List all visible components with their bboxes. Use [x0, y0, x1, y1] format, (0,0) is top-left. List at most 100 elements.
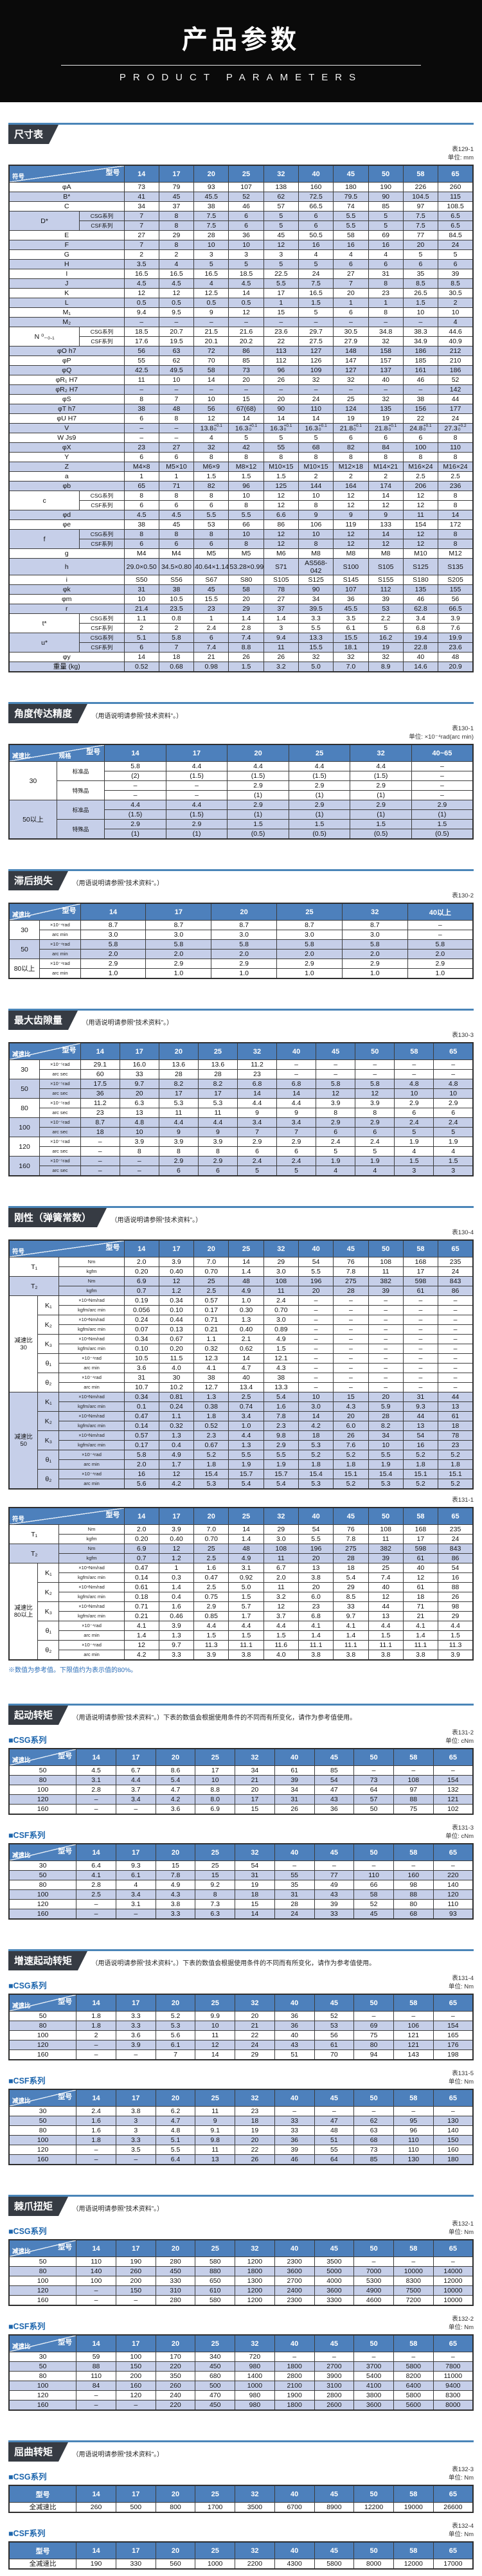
table-cell: M₂	[8, 317, 125, 327]
column-header: 25	[195, 2541, 236, 2559]
table-cell: (1)	[227, 809, 289, 820]
table-cell: 2.0	[123, 1459, 159, 1470]
column-header: 20	[193, 1239, 229, 1257]
table-cell: 14	[368, 491, 404, 501]
column-header: 25	[288, 744, 351, 762]
table-row: 120–3.4 4.2 8.0 17 31 43 57 88 121	[8, 1794, 474, 1805]
table-cell: 4.2	[158, 1479, 195, 1490]
table-cell: 4100	[353, 2381, 394, 2391]
table-cell: 10	[228, 529, 264, 539]
table-row: 全减速比 260 500 800 1700 3500 6700 8900 12200 19000 2…	[8, 2502, 474, 2513]
table-cell: 6.9	[123, 1544, 159, 1554]
table-cell: 5000	[314, 2266, 355, 2276]
table-row: 120–150 310 610 1200 2400 3600 4900 7500 10000	[8, 2285, 474, 2296]
table-cell: 1.8	[333, 1459, 369, 1470]
table-cell: 1.1	[158, 1411, 195, 1421]
column-header: 17	[115, 1843, 156, 1861]
table-cell: 12	[333, 500, 369, 510]
table-cell: 500	[115, 2502, 156, 2513]
table-cell: 4.4	[263, 1621, 299, 1631]
table-row: T₁ Nm 2.0 3.9 7.0 14 29 54 76 108 168 235	[8, 1524, 474, 1544]
table-cell: 0.34	[123, 1334, 159, 1344]
table-cell: 3.6	[155, 1804, 196, 1815]
table-cell: 15.4	[298, 1469, 334, 1479]
table-row: 100 1.8 3.3 5.1 9.8 20 36 51 68 110 150	[8, 2135, 474, 2145]
table-cell: 1700	[195, 2502, 236, 2513]
table-cell: 6	[333, 259, 369, 269]
table-cell: 5.3	[368, 1479, 404, 1490]
table-cell: –	[104, 780, 166, 791]
table-cell: 1	[158, 1563, 195, 1573]
table-cell: 10000	[433, 2285, 474, 2296]
table-cell: 4.4	[115, 1775, 156, 1785]
table-cell: 63	[158, 346, 195, 356]
csg-series-label: ■CSG系列	[8, 1736, 47, 1745]
table-cell: –	[433, 1860, 474, 1871]
table-cell: 90	[298, 584, 334, 595]
table-cell: 174	[368, 481, 404, 491]
table-cell: –	[433, 2106, 474, 2116]
table-cell: 74	[333, 201, 369, 212]
table-cell: 5	[193, 259, 229, 269]
table-cell: Nm	[58, 1524, 125, 1535]
table-row: K₂ ×10⁴Nm/rad 0.61 1.4 2.5 5.0 11 20 29 40 61 88	[9, 1582, 474, 1602]
table-cell: 155	[438, 584, 474, 595]
column-header: 20	[155, 1994, 196, 2012]
table-cell: –	[394, 1059, 434, 1070]
table-cell: 8	[402, 452, 439, 462]
table-row: 100 ×10⁻⁵rad 8.7 4.8 4.4 4.4 3.4 3.4 2.9 2.9 2.4 2.…	[8, 1117, 474, 1137]
table-row: kgfm/arc min 0.10 0.20 0.32 0.62 1.5– – – – –	[9, 1344, 474, 1354]
table-cell: 96	[263, 365, 299, 375]
table-cell: 3	[228, 249, 264, 260]
table-cell: 42	[228, 442, 264, 453]
table-cell: 120	[433, 1889, 474, 1900]
table-row: 50 4.1 6.1 7.8 15 31 55 77 110 160 220	[8, 1870, 474, 1880]
table-cell: 40	[274, 2030, 315, 2040]
column-header: 40	[274, 1748, 315, 1766]
table-cell: 20	[333, 1411, 369, 1421]
table-cell: 2.4	[316, 1137, 356, 1147]
table-cell: 3.3	[115, 2011, 156, 2021]
table-cell: 8	[158, 491, 195, 501]
table-cell: –	[433, 1765, 474, 1776]
column-header: 14	[76, 1994, 116, 2012]
table-cell: 5.0	[298, 662, 334, 672]
table-cell: 8	[333, 452, 369, 462]
table-cell: –	[76, 1804, 116, 1815]
table-cell: M5	[193, 548, 229, 559]
table-cell: 80	[8, 1098, 40, 1118]
table-cell: 1	[123, 471, 159, 482]
table-cell: –	[228, 384, 264, 395]
column-header: 45	[316, 1042, 356, 1060]
table-cell: 30	[8, 920, 40, 940]
table-cell: S71	[263, 558, 299, 575]
table-cell: 8.6	[155, 1765, 196, 1776]
table-cell: 110	[433, 1899, 474, 1909]
table-cell: S145	[333, 575, 369, 585]
table-row: r 21.4 23.5 23 29 37 39.5 45.5 53 62.8 66.5	[8, 604, 474, 614]
column-header: 50	[353, 2541, 394, 2559]
table-cell: 14	[298, 1411, 334, 1421]
table-cell: –	[402, 1373, 439, 1383]
table-cell: 598	[402, 1276, 439, 1286]
table-cell: 55	[274, 1870, 315, 1880]
column-header: 45	[314, 1994, 355, 2012]
table-row: W Js9– –4 5 5 5 6 6 6 8	[8, 433, 474, 443]
table-row: 100 2.5 3.4 4.3 8 18 31 43 58 88 120	[8, 1889, 474, 1900]
table-cell: 0.14	[123, 1572, 159, 1583]
table-cell: 17.5	[80, 1079, 120, 1089]
column-header: 25	[195, 1748, 236, 1766]
table-cell: 650	[195, 2276, 236, 2286]
table-cell: –	[123, 433, 159, 443]
column-header: 45	[333, 1507, 369, 1525]
table-cell: 4600	[353, 2295, 394, 2306]
table-corner-cell: 减速比 规格 型号	[8, 744, 105, 762]
table-cell: 16	[438, 1572, 474, 1583]
table-cell: 235	[438, 1524, 474, 1535]
table-cell: 33	[333, 1601, 369, 1612]
table-row: φU H7 6 8 12 14 14 14 19 19 22 24	[8, 413, 474, 424]
table-row: φk 31 38 45 58 78 90 107 112 135 155	[8, 584, 474, 595]
table-cell: 29	[333, 1582, 369, 1592]
table-cell: 4.5	[76, 1765, 116, 1776]
table-cell: 5.3	[155, 2021, 196, 2031]
